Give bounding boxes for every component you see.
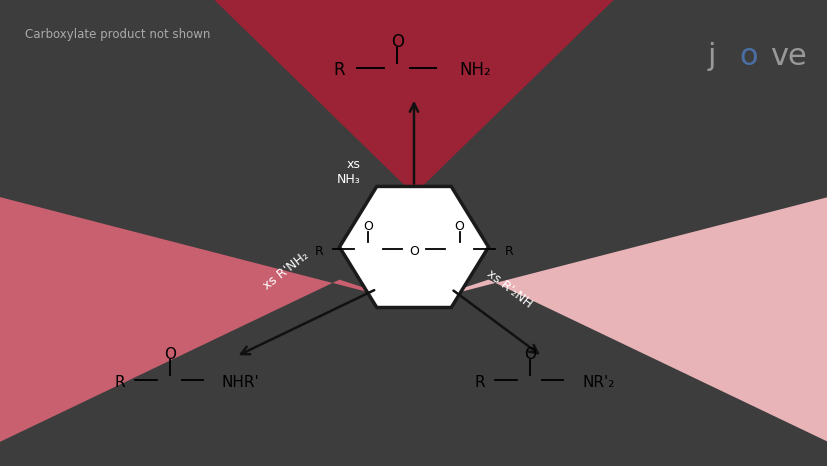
- Text: Carboxylate product not shown: Carboxylate product not shown: [25, 28, 210, 41]
- Text: O: O: [164, 347, 175, 362]
- Text: R: R: [115, 375, 125, 390]
- Text: xs R'NH₂: xs R'NH₂: [261, 248, 310, 292]
- Text: R: R: [333, 61, 345, 79]
- Text: j: j: [707, 42, 715, 71]
- Text: O: O: [363, 219, 373, 233]
- Polygon shape: [339, 186, 488, 308]
- Text: R: R: [314, 245, 323, 258]
- Text: O: O: [390, 33, 404, 51]
- Text: NH₂: NH₂: [459, 61, 490, 79]
- Text: R: R: [504, 245, 513, 258]
- Text: O: O: [454, 219, 464, 233]
- Text: xs R'₂NH: xs R'₂NH: [484, 267, 533, 311]
- Text: R: R: [475, 375, 485, 390]
- Text: xs
NH₃: xs NH₃: [336, 158, 360, 186]
- Text: ve: ve: [769, 42, 805, 71]
- Polygon shape: [418, 186, 827, 466]
- Polygon shape: [190, 0, 637, 186]
- Polygon shape: [0, 186, 409, 466]
- Text: O: O: [409, 245, 418, 258]
- Text: O: O: [523, 347, 535, 362]
- Text: NHR': NHR': [222, 375, 260, 390]
- Text: o: o: [739, 42, 757, 71]
- Text: NR'₂: NR'₂: [581, 375, 614, 390]
